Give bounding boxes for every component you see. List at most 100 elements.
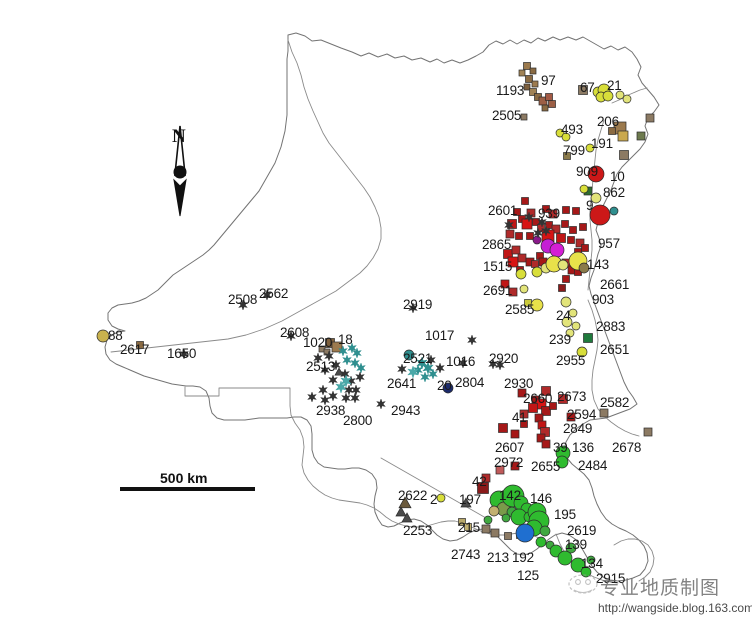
deposit-square-marker <box>549 402 557 410</box>
deposit-square-marker <box>562 206 570 214</box>
deposit-circle-marker <box>519 284 529 294</box>
deposit-square-marker <box>541 406 551 416</box>
deposit-square-marker <box>504 532 512 540</box>
deposit-square-marker <box>477 482 489 494</box>
deposit-star-marker <box>344 384 354 396</box>
deposit-id-label: 1017 <box>425 328 455 343</box>
deposit-id-label: 909 <box>576 164 598 179</box>
deposit-id-label: 2919 <box>403 297 433 312</box>
deposit-square-marker <box>619 150 629 160</box>
deposit-square-marker <box>495 465 505 475</box>
deposit-square-marker <box>558 284 566 292</box>
deposit-star-marker <box>488 358 498 370</box>
deposit-square-marker <box>481 524 491 534</box>
deposit-id-label: 146 <box>530 491 552 506</box>
deposit-id-label: 125 <box>517 568 539 583</box>
deposit-id-label: 799 <box>563 143 585 158</box>
deposit-star-marker <box>238 299 248 311</box>
deposit-square-marker <box>511 245 521 255</box>
deposit-square-marker <box>579 223 587 231</box>
deposit-circle-marker <box>555 128 565 138</box>
deposit-square-marker <box>529 88 537 96</box>
deposit-id-label: 2655 <box>531 459 561 474</box>
deposit-circle-marker <box>436 493 446 503</box>
deposit-star-marker <box>504 219 514 231</box>
deposit-star-marker <box>376 398 386 410</box>
deposit-circle-marker <box>586 555 596 565</box>
deposit-circle-marker <box>568 308 578 318</box>
deposit-star-marker <box>307 391 317 403</box>
deposit-star-marker <box>467 334 477 346</box>
deposit-id-label: 2943 <box>391 403 421 418</box>
deposit-id-label: 20 <box>437 378 452 393</box>
deposit-id-label: 2660 <box>523 391 553 406</box>
deposit-square-marker <box>541 386 551 396</box>
deposit-triangle-marker <box>460 497 472 508</box>
deposit-square-marker <box>575 238 585 248</box>
deposit-id-label: 862 <box>603 185 625 200</box>
deposit-square-marker <box>515 232 523 240</box>
deposit-id-label: 136 <box>572 440 594 455</box>
deposit-id-label: 2594 <box>567 407 597 422</box>
deposit-square-marker <box>532 218 540 226</box>
deposit-circle-marker <box>442 382 454 394</box>
deposit-id-label: 67 <box>580 80 595 95</box>
deposit-circle-marker <box>609 206 619 216</box>
province-borders <box>110 39 655 584</box>
deposit-square-marker <box>541 439 551 449</box>
deposit-triangle-marker <box>398 496 412 509</box>
deposit-circle-marker <box>501 513 511 523</box>
deposit-id-label: 197 <box>459 492 481 507</box>
deposit-square-marker <box>617 130 629 142</box>
deposit-circle-marker <box>488 505 500 517</box>
deposit-id-label: 957 <box>598 236 620 251</box>
deposit-id-label: 1020 <box>303 335 333 350</box>
deposit-star-marker <box>351 384 361 396</box>
deposit-id-label: 2920 <box>489 351 519 366</box>
deposit-square-marker <box>645 113 655 123</box>
deposit-square-marker <box>583 333 593 343</box>
deposit-id-label: 2513 <box>306 359 336 374</box>
deposit-id-label: 1515 <box>483 259 513 274</box>
deposit-id-label: 2955 <box>556 353 586 368</box>
deposit-square-marker <box>545 93 553 101</box>
deposit-star-marker <box>328 374 338 386</box>
deposit-id-label: 2661 <box>600 277 630 292</box>
deposit-square-marker <box>523 62 531 70</box>
deposit-circle-marker <box>561 316 573 328</box>
deposit-circle-marker <box>531 266 543 278</box>
deposit-id-label: 239 <box>549 332 571 347</box>
deposit-square-marker <box>529 67 537 75</box>
deposit-square-marker <box>581 244 589 252</box>
deposit-star-marker <box>420 371 430 383</box>
deposit-square-marker <box>562 275 570 283</box>
deposit-id-label: 24 <box>556 308 571 323</box>
deposit-square-marker <box>608 127 616 135</box>
deposit-id-label: 2938 <box>316 403 346 418</box>
deposit-id-label: 2505 <box>492 108 522 123</box>
deposit-id-label: 18 <box>338 332 353 347</box>
deposit-star-marker <box>262 289 272 301</box>
watermark-text: 专业地质制图 <box>600 577 721 599</box>
deposit-star-marker <box>318 384 328 396</box>
deposit-square-marker <box>521 197 529 205</box>
deposit-circle-marker <box>561 132 571 142</box>
deposit-circle-marker <box>590 192 602 204</box>
deposit-id-label: 2582 <box>600 395 630 410</box>
deposit-square-marker <box>481 473 491 483</box>
deposit-square-marker <box>599 408 609 418</box>
deposit-square-marker <box>517 388 527 398</box>
deposit-square-marker <box>520 420 528 428</box>
deposit-square-marker <box>569 226 577 234</box>
deposit-star-marker <box>331 359 341 371</box>
deposit-square-marker <box>508 287 518 297</box>
deposit-triangle-marker <box>401 512 413 523</box>
deposit-star-marker <box>342 354 352 366</box>
deposit-circle-marker <box>535 536 547 548</box>
deposit-star-marker <box>341 392 351 404</box>
deposit-id-label: 493 <box>561 122 583 137</box>
deposit-circle-marker <box>515 268 527 280</box>
deposit-star-marker <box>541 225 551 237</box>
deposit-square-marker <box>548 209 558 219</box>
